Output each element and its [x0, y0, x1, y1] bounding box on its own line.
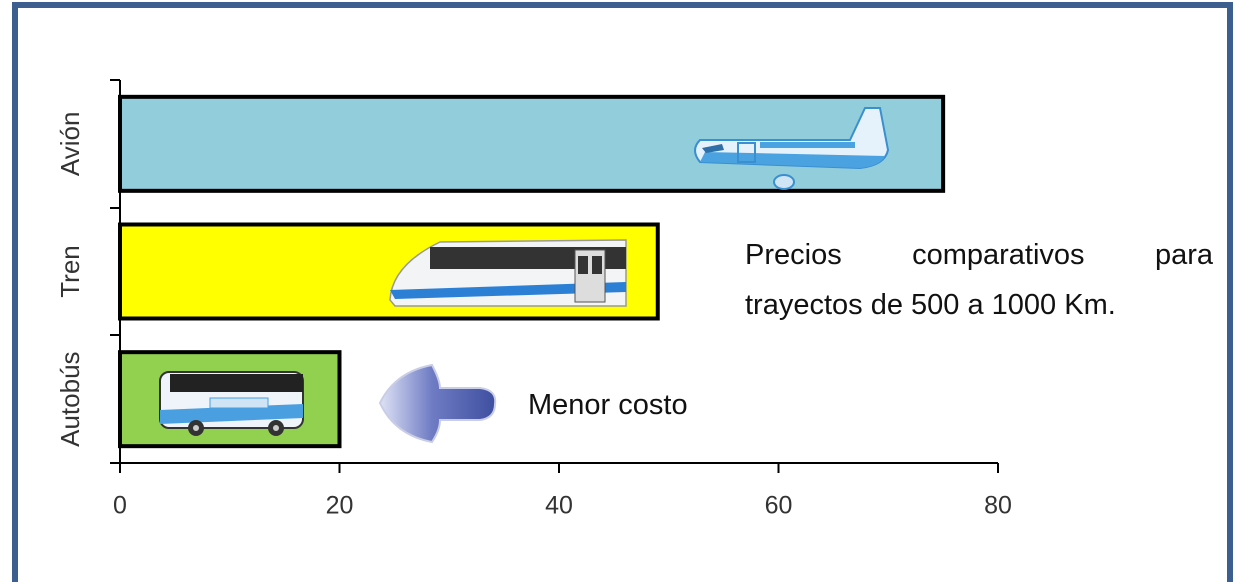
x-tick-label: 20: [326, 492, 354, 520]
bars: [118, 94, 946, 449]
page: 0 20 40 60 80 Autobús Tren Avión Precios compar…: [12, 2, 1233, 582]
x-tick-label: 80: [984, 492, 1012, 520]
annotation: trayectos de 500 a 1000 Km.: [745, 289, 1116, 321]
arrow-label: Menor costo: [528, 389, 688, 421]
x-tick-label: 0: [113, 492, 127, 520]
arrow: [378, 363, 497, 444]
airplane-icon: [694, 107, 890, 190]
chart: 0 20 40 60 80 Autobús Tren Avión: [55, 79, 1012, 520]
frame: [12, 2, 1233, 582]
y-tick-label: Autobús: [55, 351, 85, 446]
y-tick-label: Avión: [55, 112, 85, 177]
x-tick-label: 60: [765, 492, 793, 520]
annotation: Precios comparativos para: [745, 239, 1213, 271]
bus-icon: [159, 371, 304, 436]
x-tick-label: 40: [545, 492, 573, 520]
train-icon: [389, 239, 627, 307]
y-tick-label: Tren: [55, 245, 85, 298]
